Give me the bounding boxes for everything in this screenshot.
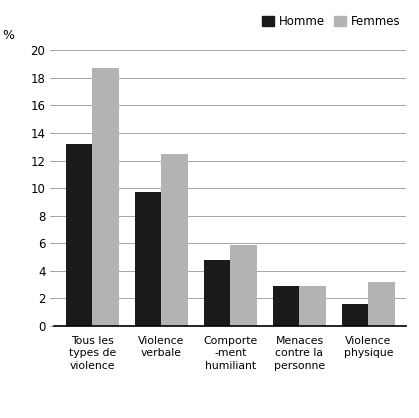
Y-axis label: %: %: [3, 29, 15, 42]
Bar: [273, 286, 300, 326]
Bar: [66, 144, 93, 326]
Bar: [161, 154, 188, 326]
Bar: [135, 192, 161, 326]
Bar: [300, 286, 326, 326]
Bar: [368, 282, 395, 326]
Bar: [93, 68, 119, 326]
Bar: [204, 260, 230, 326]
Bar: [342, 304, 368, 326]
Bar: [230, 245, 257, 326]
Legend: Homme, Femmes: Homme, Femmes: [262, 15, 401, 28]
